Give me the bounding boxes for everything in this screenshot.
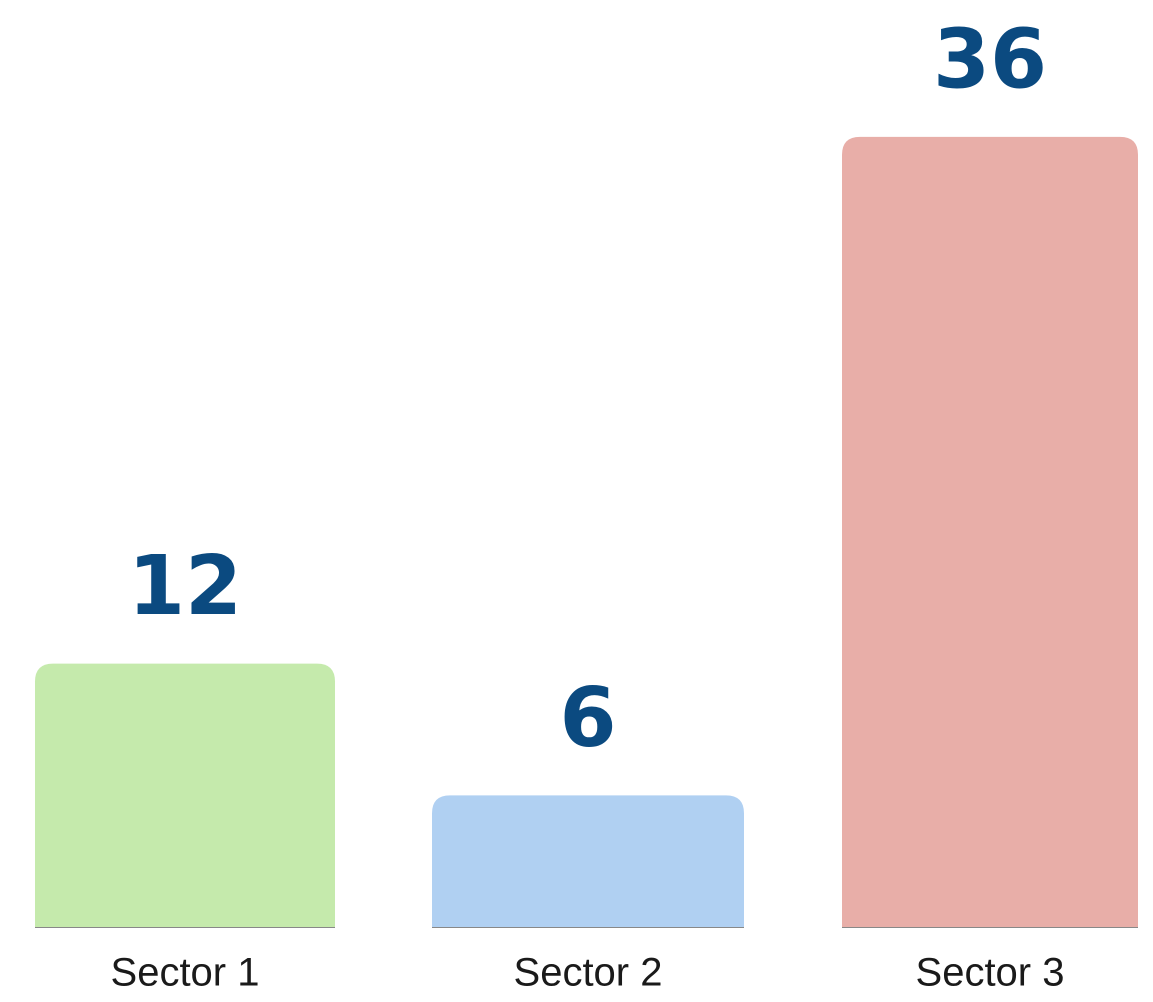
value-label: 6 xyxy=(559,671,616,766)
x-tick-label: Sector 3 xyxy=(916,951,1065,995)
bar xyxy=(842,136,1138,928)
x-tick-label: Sector 2 xyxy=(514,951,663,995)
bar xyxy=(432,795,744,927)
value-label: 12 xyxy=(128,539,242,634)
value-label: 36 xyxy=(933,12,1047,107)
x-tick-label: Sector 1 xyxy=(111,951,260,995)
bar xyxy=(35,663,335,927)
